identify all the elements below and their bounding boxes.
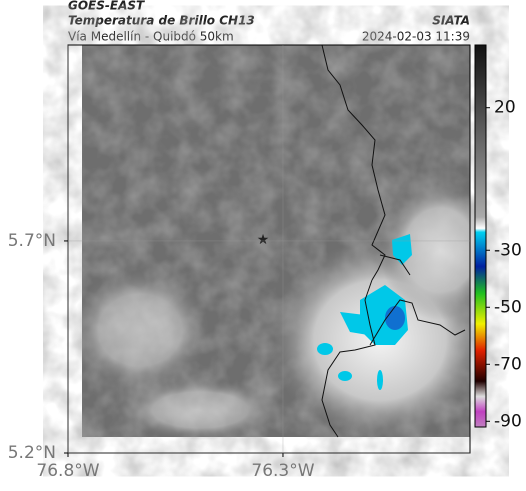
colorbar-tick-label: -30 [494,240,522,260]
source: SIATA [432,14,470,28]
region: Vía Medellín - Quibdó 50km [68,30,234,44]
y-tick-label: 5.2°N [8,443,56,463]
location-star: ★ [257,232,270,248]
x-tick-label: 76.3°W [251,461,314,481]
colorbar-tick-label: -90 [494,411,522,431]
satellite: GOES-EAST [68,0,145,13]
colorbar-tick-label: -70 [494,354,522,374]
colorbar [474,44,487,428]
satellite-image: ★ [70,44,500,440]
datetime: 2024-02-03 11:39 [362,30,470,44]
y-tick-label: 5.7°N [8,231,56,251]
x-tick-label: 76.8°W [36,461,99,481]
colorbar-tick-label: 20 [494,98,516,118]
colorbar-tick-label: -50 [494,297,522,317]
product: Temperatura de Brillo CH13 [68,14,255,28]
